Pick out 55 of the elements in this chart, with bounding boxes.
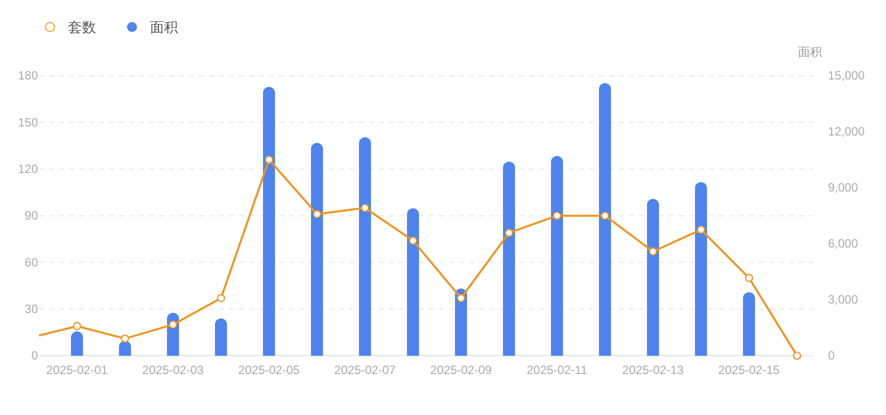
y-tick-label: 90 [24,208,38,223]
point [792,352,802,360]
point [72,322,82,330]
y2-tick-label: 12,000 [828,124,866,139]
bar [695,182,707,356]
bar [599,83,611,356]
x-tick-label: 2025-02-11 [526,363,588,377]
bar [743,292,755,356]
point [648,247,658,256]
bar [71,331,83,356]
bar [647,198,659,356]
x-tick-label: 2025-02-13 [622,363,684,377]
y2-axis-title: 面积 [798,45,822,59]
y-tick-label: 120 [18,162,38,176]
legend-label: 面积 [150,19,178,35]
y-tick-label: 30 [24,302,38,316]
point [360,204,370,212]
bar [455,288,467,356]
legend-item: 面积 [127,19,178,35]
x-tick-label: 2025-02-01 [46,363,108,377]
y-tick-label: 60 [24,255,38,270]
bar [311,142,323,356]
bar [263,86,275,356]
y-tick-label: 180 [18,68,38,83]
point [408,236,418,245]
point [120,334,130,343]
y2-tick-label: 3,000 [828,292,858,307]
point [744,274,754,282]
legend-label: 套数 [68,19,96,35]
point [264,156,274,164]
x-tick-label: 2025-02-07 [334,363,396,377]
point [312,210,322,218]
x-tick-label: 2025-02-15 [718,363,780,377]
y2-tick-label: 9,000 [828,180,858,195]
y2-tick-label: 0 [828,348,835,363]
y-tick-label: 150 [18,115,38,130]
y2-tick-label: 6,000 [828,236,858,251]
bar [503,162,515,356]
bar [215,318,227,356]
point [696,226,706,234]
y2-tick-label: 15,000 [828,68,866,83]
point [168,320,178,329]
bar [551,156,563,356]
bar [359,137,371,356]
bar [407,208,419,356]
legend-item: 套数 [45,19,96,35]
x-tick-label: 2025-02-05 [238,363,300,377]
point [504,228,514,237]
y-tick-label: 0 [31,348,38,363]
point [600,212,610,220]
point [552,212,562,220]
point [216,294,226,302]
point [456,294,466,302]
x-tick-label: 2025-02-09 [430,363,492,377]
x-tick-label: 2025-02-03 [142,363,204,377]
